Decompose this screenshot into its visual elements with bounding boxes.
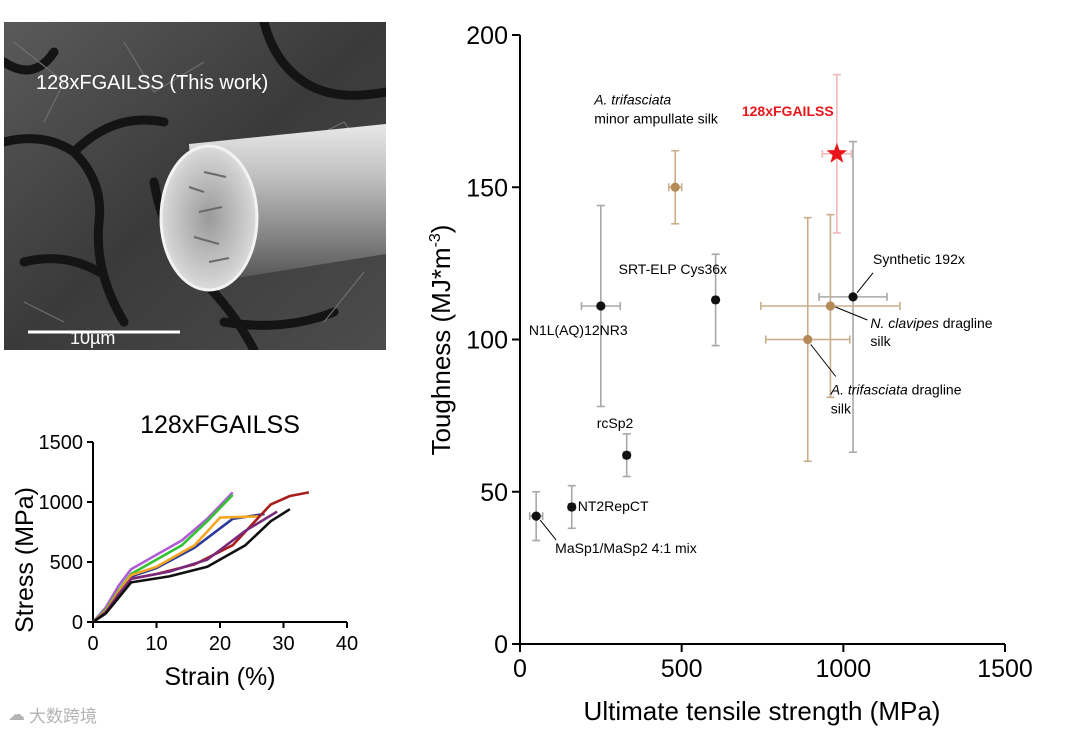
label-a-trifasciata-minor: A. trifasciata bbox=[593, 91, 671, 107]
leader-n-clavipes bbox=[835, 306, 868, 321]
y-axis-title: Toughness (MJ*m-3) bbox=[426, 225, 456, 456]
label-n1l-part: N1L(AQ)12NR3 bbox=[529, 322, 628, 338]
leader-masp-mix bbox=[539, 519, 557, 541]
point-this-work bbox=[826, 142, 848, 163]
stress-strain-chart: 128xFGAILSS 0 10 20 30 40 0 500 1000 1500 Strain… bbox=[11, 411, 358, 691]
x-tick-label: 1500 bbox=[977, 655, 1033, 683]
label-n-clavipes-part: N. clavipes bbox=[870, 315, 938, 331]
y-tick-label: 200 bbox=[466, 22, 508, 50]
label-n-clavipes-part: dragline bbox=[939, 315, 993, 331]
scale-bar-label: 10µm bbox=[70, 328, 116, 348]
label-a-trifasciata-dragline-part: A. trifasciata bbox=[830, 382, 908, 398]
label-n1l: N1L(AQ)12NR3 bbox=[529, 322, 628, 338]
ss-x-tick-label: 30 bbox=[272, 633, 294, 655]
ss-x-tick-label: 0 bbox=[87, 633, 98, 655]
label-masp-mix-part: MaSp1/MaSp2 4:1 mix bbox=[555, 540, 697, 556]
y-tick-label: 150 bbox=[466, 174, 508, 202]
y-tick-label: 0 bbox=[494, 631, 508, 659]
leader-synthetic-192x bbox=[856, 272, 874, 294]
x-tick-label: 500 bbox=[661, 655, 703, 683]
label-n-clavipes-line2: silk bbox=[870, 333, 891, 349]
label-n-clavipes: N. clavipes dragline bbox=[870, 315, 992, 331]
x-tick-label: 0 bbox=[513, 655, 527, 683]
ss-y-tick-label: 500 bbox=[50, 552, 83, 574]
ss-y-tick-label: 1000 bbox=[39, 492, 84, 514]
y-tick-label: 50 bbox=[480, 479, 508, 507]
label-synthetic-192x: Synthetic 192x bbox=[873, 251, 965, 267]
label-masp-mix: MaSp1/MaSp2 4:1 mix bbox=[555, 540, 697, 556]
label-a-trifasciata-dragline-line2: silk bbox=[831, 401, 852, 417]
label-srt-elp-part: SRT-ELP Cys36x bbox=[619, 261, 727, 277]
x-tick-label: 1000 bbox=[816, 655, 872, 683]
leader-a-trifasciata-dragline bbox=[810, 344, 837, 377]
ss-x-tick-label: 20 bbox=[209, 633, 231, 655]
label-rcsp2-part: rcSp2 bbox=[597, 415, 634, 431]
label-rcsp2: rcSp2 bbox=[597, 415, 634, 431]
point-a-trifasciata-dragline bbox=[803, 334, 813, 345]
label-a-trifasciata-dragline-line2-part: silk bbox=[831, 401, 852, 417]
watermark-logo-icon: ☁ bbox=[8, 704, 25, 724]
point-synthetic-192x bbox=[848, 292, 858, 302]
ss-y-tick-label: 1500 bbox=[39, 432, 84, 454]
label-nt2repct: NT2RepCT bbox=[578, 498, 649, 514]
stress-strain-curve bbox=[92, 491, 234, 623]
x-axis-title: Ultimate tensile strength (MPa) bbox=[584, 696, 941, 726]
label-a-trifasciata-dragline-part: dragline bbox=[908, 382, 962, 398]
label-a-trifasciata-dragline: A. trifasciata dragline bbox=[830, 382, 962, 398]
point-n1l bbox=[596, 301, 606, 311]
label-a-trifasciata-minor-part: A. trifasciata bbox=[593, 91, 671, 107]
stress-strain-title: 128xFGAILSS bbox=[140, 411, 300, 439]
y-tick-label: 100 bbox=[466, 327, 508, 355]
stress-strain-ylabel: Stress (MPa) bbox=[11, 487, 39, 633]
stress-strain-curve bbox=[92, 508, 291, 624]
point-rcsp2 bbox=[622, 450, 632, 460]
sem-fiber-illustration bbox=[4, 22, 386, 350]
sem-caption: 128xFGAILSS (This work) bbox=[36, 72, 269, 94]
label-nt2repct-part: NT2RepCT bbox=[578, 498, 649, 514]
stress-strain-xlabel: Strain (%) bbox=[164, 663, 275, 691]
label-a-trifasciata-minor-line2: minor ampullate silk bbox=[594, 110, 719, 126]
ss-y-tick-label: 0 bbox=[72, 612, 83, 634]
watermark: ☁ 大数跨境 bbox=[8, 702, 97, 727]
point-n-clavipes bbox=[825, 301, 836, 311]
label-srt-elp: SRT-ELP Cys36x bbox=[619, 261, 727, 277]
label-n-clavipes-line2-part: silk bbox=[870, 333, 891, 349]
label-this-work: 128xFGAILSS bbox=[742, 103, 834, 119]
stress-strain-curve bbox=[92, 510, 278, 624]
point-a-trifasciata-minor bbox=[670, 182, 680, 192]
ss-x-tick-label: 10 bbox=[145, 633, 167, 655]
point-masp-mix bbox=[531, 511, 541, 521]
sem-image: 128xFGAILSS (This work) 10µm bbox=[4, 22, 386, 350]
label-a-trifasciata-minor-line2-part: minor ampullate silk bbox=[594, 110, 719, 126]
label-this-work-part: 128xFGAILSS bbox=[742, 103, 834, 119]
point-nt2repct bbox=[567, 502, 577, 512]
point-srt-elp bbox=[711, 295, 721, 305]
ss-x-tick-label: 40 bbox=[336, 633, 358, 655]
watermark-text: 大数跨境 bbox=[29, 707, 97, 726]
label-synthetic-192x-part: Synthetic 192x bbox=[873, 251, 965, 267]
